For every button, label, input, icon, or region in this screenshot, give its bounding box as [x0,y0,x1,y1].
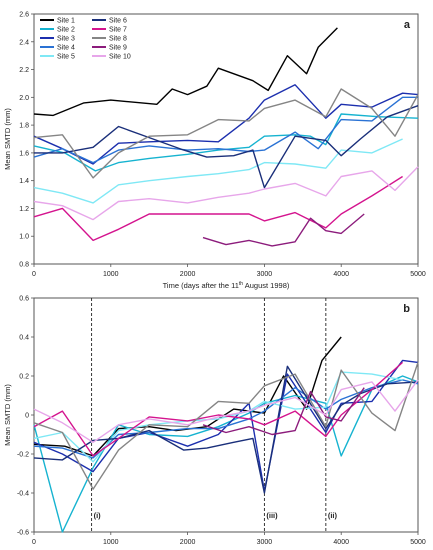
y-tick-label: 0.6 [19,296,29,303]
y-tick-label: -0.6 [17,530,29,537]
series-line-8 [33,88,419,179]
x-tick-label: 1000 [103,539,119,546]
y-tick-label: 1.8 [19,123,29,130]
legend-label: Site 3 [57,36,75,43]
y-tick-label: 2.2 [19,67,29,74]
y-tick-label: 1.6 [19,150,29,157]
x-tick-label: 5000 [410,539,426,546]
legend-label: Site 4 [57,45,75,52]
series-line-3 [33,84,419,165]
y-tick-label: 2.6 [19,12,29,19]
y-tick-label: 1.2 [19,206,29,213]
event-marker-label: (ii) [328,511,338,520]
x-tick-label: 0 [32,271,36,278]
series-line-10 [33,379,419,443]
x-tick-label: 5000 [410,271,426,278]
plot-frame [33,13,419,265]
y-tick-label: 2.0 [19,95,29,102]
series-line-7 [33,175,403,242]
y-tick-label: 2.4 [19,39,29,46]
series-line-7 [33,361,404,457]
panel-a: 0 1000 2000 3000 4000 5000 0.8 1.0 1.2 1.4 1.6 1.8 2… [3,12,426,291]
panel-letter: a [404,19,411,31]
series-line-9 [202,387,365,436]
y-axis-label: Mean SMTD (mm) [3,384,12,446]
panel-b: 0 1000 2000 3000 4000 5000 -0.6 -0.4 -0.2 0 0.2 0.4… [3,296,426,547]
legend-label: Site 6 [109,18,127,25]
legend-label: Site 1 [57,18,75,25]
series-line-6 [34,105,419,189]
series-line-9 [202,213,365,247]
legend-label: Site 7 [109,27,127,34]
series-line-4 [33,96,418,164]
event-marker-label: (iii) [266,511,278,520]
y-tick-label: 0.4 [19,335,29,342]
legend: Site 1 Site 2 Site 3 Site 4 Site 5 Site 6 Site… [40,18,131,61]
x-axis-label: Time (days after the 11th August 1998) [163,281,290,290]
y-axis-label: Mean SMTD (mm) [3,108,12,170]
series-line-10 [33,166,419,221]
x-tick-label: 0 [32,539,36,546]
series-line-2 [33,375,419,533]
x-tick-label: 3000 [257,539,273,546]
x-tick-label: 2000 [180,539,196,546]
y-tick-label: -0.4 [17,491,29,498]
legend-label: Site 9 [109,45,127,52]
y-tick-label: -0.2 [17,452,29,459]
y-tick-label: 1.0 [19,234,29,241]
x-tick-label: 4000 [333,271,349,278]
series-line-6 [33,365,419,494]
y-tick-label: 0.8 [19,262,29,269]
legend-label: Site 2 [57,27,75,34]
panel-letter: b [403,303,410,315]
x-tick-label: 2000 [180,271,196,278]
legend-label: Site 5 [57,54,75,61]
x-tick-label: 4000 [333,539,349,546]
y-tick-label: 1.4 [19,178,29,185]
series-line-8 [33,362,419,490]
x-tick-label: 3000 [257,271,273,278]
y-tick-label: 0.2 [19,374,29,381]
legend-label: Site 8 [109,36,127,43]
y-tick-label: 0 [25,413,29,420]
legend-label: Site 10 [109,54,131,61]
event-marker-label: (i) [94,511,102,520]
x-tick-label: 1000 [103,271,119,278]
series-line-1 [33,27,338,117]
